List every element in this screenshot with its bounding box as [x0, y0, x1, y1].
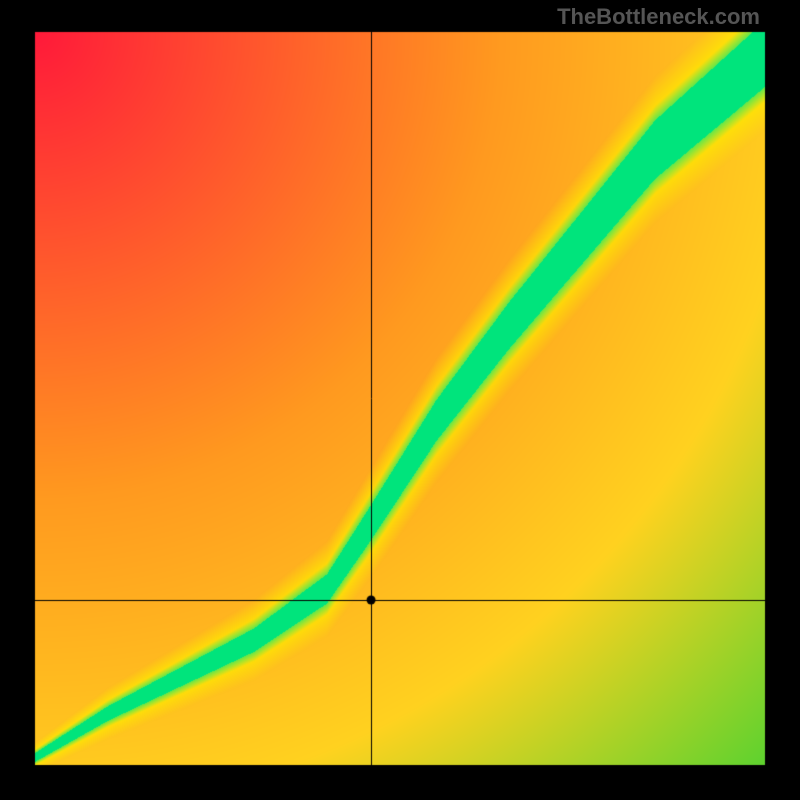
heatmap-canvas [0, 0, 800, 800]
watermark-text: TheBottleneck.com [557, 4, 760, 30]
